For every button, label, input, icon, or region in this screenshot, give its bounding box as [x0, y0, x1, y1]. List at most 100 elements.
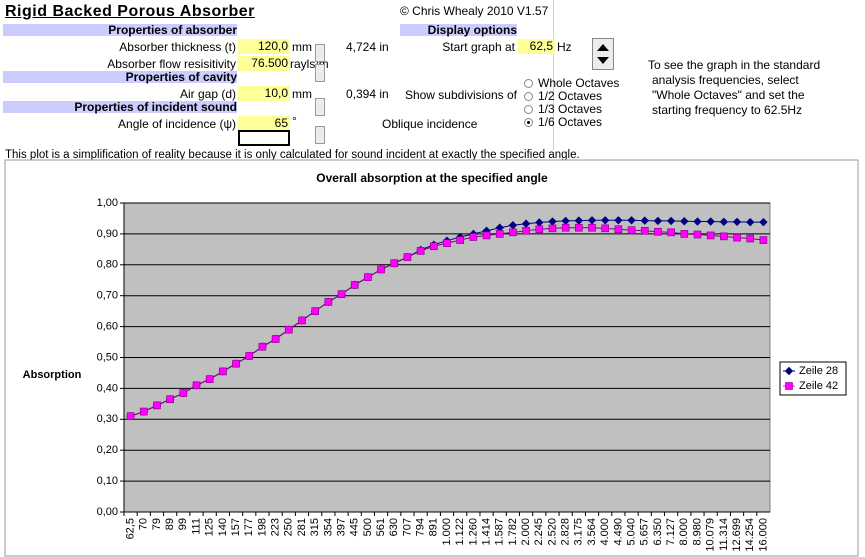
- x-tick-label: 250: [283, 518, 295, 536]
- x-tick-label: 281: [296, 518, 308, 536]
- data-point: [759, 236, 768, 244]
- spin-arrows: [597, 44, 609, 64]
- data-point: [561, 223, 570, 232]
- radio-button[interactable]: [524, 105, 533, 114]
- x-tick-label: 198: [256, 518, 268, 536]
- selected-cell[interactable]: [238, 130, 290, 146]
- x-tick-label: 223: [270, 518, 282, 536]
- x-tick-label: 6.350: [652, 518, 664, 546]
- data-point: [680, 230, 689, 238]
- hint-line: "Whole Octaves" and set the: [652, 88, 805, 102]
- y-tick-label: 0,70: [97, 290, 118, 302]
- data-point: [746, 234, 755, 243]
- data-point: [640, 216, 649, 225]
- data-point: [284, 325, 293, 334]
- x-tick-label: 445: [349, 518, 361, 536]
- x-tick-label: 500: [362, 518, 374, 536]
- data-point: [416, 247, 425, 255]
- x-tick-label: 11.314: [718, 518, 730, 551]
- input-cell[interactable]: 120,0: [238, 39, 290, 54]
- x-tick-label: 5.040: [625, 518, 637, 546]
- legend-label: Zeile 42: [799, 380, 838, 392]
- spinner[interactable]: [315, 64, 325, 82]
- data-point: [732, 217, 742, 227]
- data-point: [443, 239, 451, 247]
- legend-marker: [784, 366, 794, 376]
- data-point: [271, 335, 280, 343]
- data-point: [640, 227, 649, 235]
- unit: mm: [292, 87, 312, 101]
- data-point: [759, 217, 768, 227]
- data-point: [258, 342, 267, 351]
- x-tick-label: 1.414: [480, 518, 492, 546]
- field-label: Air gap (d): [179, 87, 236, 101]
- x-tick-label: 3.175: [573, 518, 585, 546]
- x-tick-label: 2.828: [560, 518, 572, 546]
- data-point: [509, 228, 517, 237]
- input-cell[interactable]: 65: [238, 116, 290, 131]
- data-point: [733, 233, 741, 242]
- field-label: Absorber thickness (t): [119, 40, 236, 54]
- radio-label: Whole Octaves: [538, 76, 620, 90]
- radio-label: 1/2 Octaves: [538, 89, 603, 103]
- x-tick-label: 1.260: [467, 518, 479, 546]
- x-tick-label: 5.657: [639, 518, 651, 546]
- x-tick-label: 125: [204, 518, 216, 536]
- x-tick-label: 2.245: [533, 518, 545, 546]
- data-point: [139, 407, 148, 416]
- spinner[interactable]: [315, 98, 325, 116]
- x-tick-label: 8.980: [691, 518, 703, 546]
- spin-button[interactable]: [592, 38, 614, 70]
- sheet-title: Rigid Backed Porous Absorber: [5, 3, 255, 20]
- data-point: [575, 223, 583, 232]
- data-point: [390, 259, 399, 268]
- radio-button[interactable]: [524, 118, 533, 127]
- y-tick-label: 0,20: [97, 444, 118, 456]
- data-point: [719, 217, 729, 227]
- data-point: [680, 217, 689, 226]
- radio-button[interactable]: [524, 92, 533, 101]
- copyright: © Chris Whealy 2010 V1.57: [400, 4, 549, 18]
- data-point: [587, 216, 597, 225]
- data-point: [364, 273, 372, 281]
- x-tick-label: 177: [243, 518, 255, 536]
- spinner[interactable]: [315, 44, 325, 62]
- data-point: [245, 352, 254, 360]
- unit: °: [292, 114, 297, 128]
- data-point: [179, 389, 188, 397]
- y-tick-label: 0,00: [97, 506, 118, 518]
- x-tick-label: 1.000: [441, 518, 453, 546]
- input-cell[interactable]: 76.500: [238, 56, 290, 71]
- data-point: [614, 225, 623, 234]
- data-point: [377, 265, 385, 274]
- data-point: [219, 367, 227, 376]
- section-header: Display options: [400, 24, 517, 36]
- x-tick-label: 561: [375, 518, 387, 536]
- x-tick-label: 10.079: [705, 518, 717, 552]
- data-point: [614, 216, 623, 225]
- input-cell[interactable]: 62,5: [518, 39, 555, 54]
- data-point: [350, 281, 359, 289]
- x-tick-label: 99: [177, 518, 189, 530]
- x-tick-label: 12.699: [731, 518, 743, 552]
- data-point: [192, 381, 201, 390]
- incidence-type: Oblique incidence: [382, 117, 478, 131]
- input-cell[interactable]: 10,0: [238, 86, 290, 101]
- y-tick-label: 0,30: [97, 413, 118, 425]
- radio-label: 1/3 Octaves: [538, 102, 603, 116]
- x-tick-label: 397: [335, 518, 347, 536]
- data-point: [627, 216, 636, 225]
- field-label: Start graph at: [442, 40, 515, 54]
- data-point: [601, 224, 610, 233]
- x-tick-label: 354: [322, 518, 334, 536]
- radio-button[interactable]: [524, 79, 533, 88]
- data-point: [720, 232, 728, 241]
- spinner[interactable]: [315, 126, 325, 144]
- data-point: [588, 223, 596, 232]
- hint-line: starting frequency to 62.5Hz: [652, 103, 803, 117]
- data-point: [666, 216, 676, 226]
- y-tick-label: 0,90: [97, 228, 118, 240]
- data-point: [535, 225, 544, 234]
- radio-dot: [527, 121, 530, 124]
